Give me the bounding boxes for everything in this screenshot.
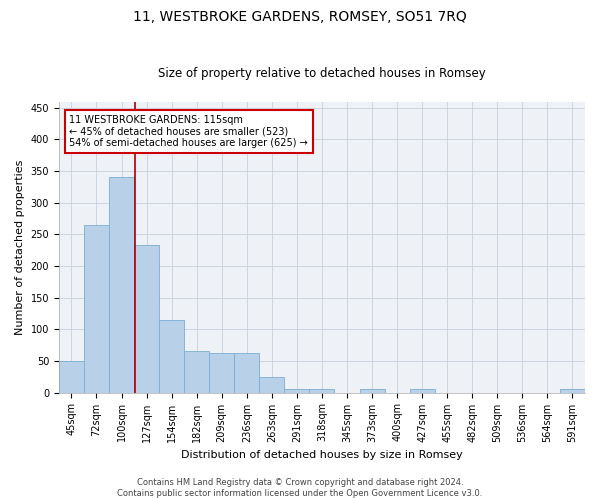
Bar xyxy=(134,245,159,392)
Y-axis label: Number of detached properties: Number of detached properties xyxy=(15,160,25,334)
Bar xyxy=(109,178,134,392)
Text: Contains HM Land Registry data © Crown copyright and database right 2024.
Contai: Contains HM Land Registry data © Crown c… xyxy=(118,478,482,498)
Bar xyxy=(209,354,234,393)
Text: 11 WESTBROKE GARDENS: 115sqm
← 45% of detached houses are smaller (523)
54% of s: 11 WESTBROKE GARDENS: 115sqm ← 45% of de… xyxy=(70,114,308,148)
Text: 11, WESTBROKE GARDENS, ROMSEY, SO51 7RQ: 11, WESTBROKE GARDENS, ROMSEY, SO51 7RQ xyxy=(133,10,467,24)
Bar xyxy=(410,390,434,392)
Bar xyxy=(359,390,385,392)
Bar xyxy=(310,390,334,392)
Bar xyxy=(560,390,585,392)
Title: Size of property relative to detached houses in Romsey: Size of property relative to detached ho… xyxy=(158,66,486,80)
X-axis label: Distribution of detached houses by size in Romsey: Distribution of detached houses by size … xyxy=(181,450,463,460)
Bar xyxy=(284,390,310,392)
Bar xyxy=(234,354,259,393)
Bar xyxy=(159,320,184,392)
Bar xyxy=(184,352,209,393)
Bar xyxy=(84,225,109,392)
Bar xyxy=(59,361,84,392)
Bar xyxy=(259,377,284,392)
